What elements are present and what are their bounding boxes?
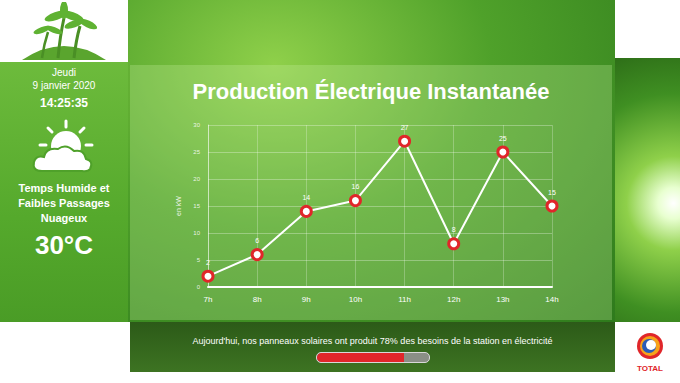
svg-text:15: 15 — [548, 189, 556, 196]
svg-text:13h: 13h — [496, 295, 509, 304]
svg-text:9h: 9h — [302, 295, 311, 304]
svg-text:5: 5 — [197, 257, 201, 263]
svg-text:12h: 12h — [447, 295, 460, 304]
svg-text:2: 2 — [206, 259, 210, 266]
svg-text:8: 8 — [452, 226, 456, 233]
svg-text:16: 16 — [352, 183, 360, 190]
svg-text:en kW: en kW — [175, 196, 182, 216]
svg-text:10h: 10h — [349, 295, 362, 304]
svg-text:20: 20 — [193, 176, 200, 182]
svg-text:15: 15 — [193, 203, 200, 209]
svg-text:25: 25 — [193, 149, 200, 155]
svg-text:27: 27 — [401, 124, 409, 131]
svg-text:7h: 7h — [204, 295, 213, 304]
html-text:TOTAL: TOTAL — [637, 364, 663, 373]
svg-text:0: 0 — [197, 284, 201, 290]
svg-text:11h: 11h — [398, 295, 411, 304]
svg-text:30: 30 — [193, 122, 200, 128]
svg-text:14: 14 — [302, 194, 310, 201]
svg-text:6: 6 — [255, 237, 259, 244]
html-text:Aujourd'hui, nos panneaux sola: Aujourd'hui, nos panneaux solaires ont p… — [192, 336, 553, 346]
html-text:9 janvier 2020: 9 janvier 2020 — [32, 80, 96, 91]
html-text:Jeudi: Jeudi — [52, 67, 76, 78]
svg-text:Production Électrique Instanta: Production Électrique Instantanée — [193, 79, 550, 104]
html-text:14:25:35: 14:25:35 — [40, 96, 88, 110]
svg-text:14h: 14h — [545, 295, 558, 304]
svg-text:8h: 8h — [253, 295, 262, 304]
svg-text:25: 25 — [499, 135, 507, 142]
svg-text:10: 10 — [193, 230, 200, 236]
html-text:30°C: 30°C — [35, 230, 93, 260]
html-text:Temps Humide et Faibles Passag: Temps Humide et Faibles Passages Nuageux — [18, 182, 110, 224]
